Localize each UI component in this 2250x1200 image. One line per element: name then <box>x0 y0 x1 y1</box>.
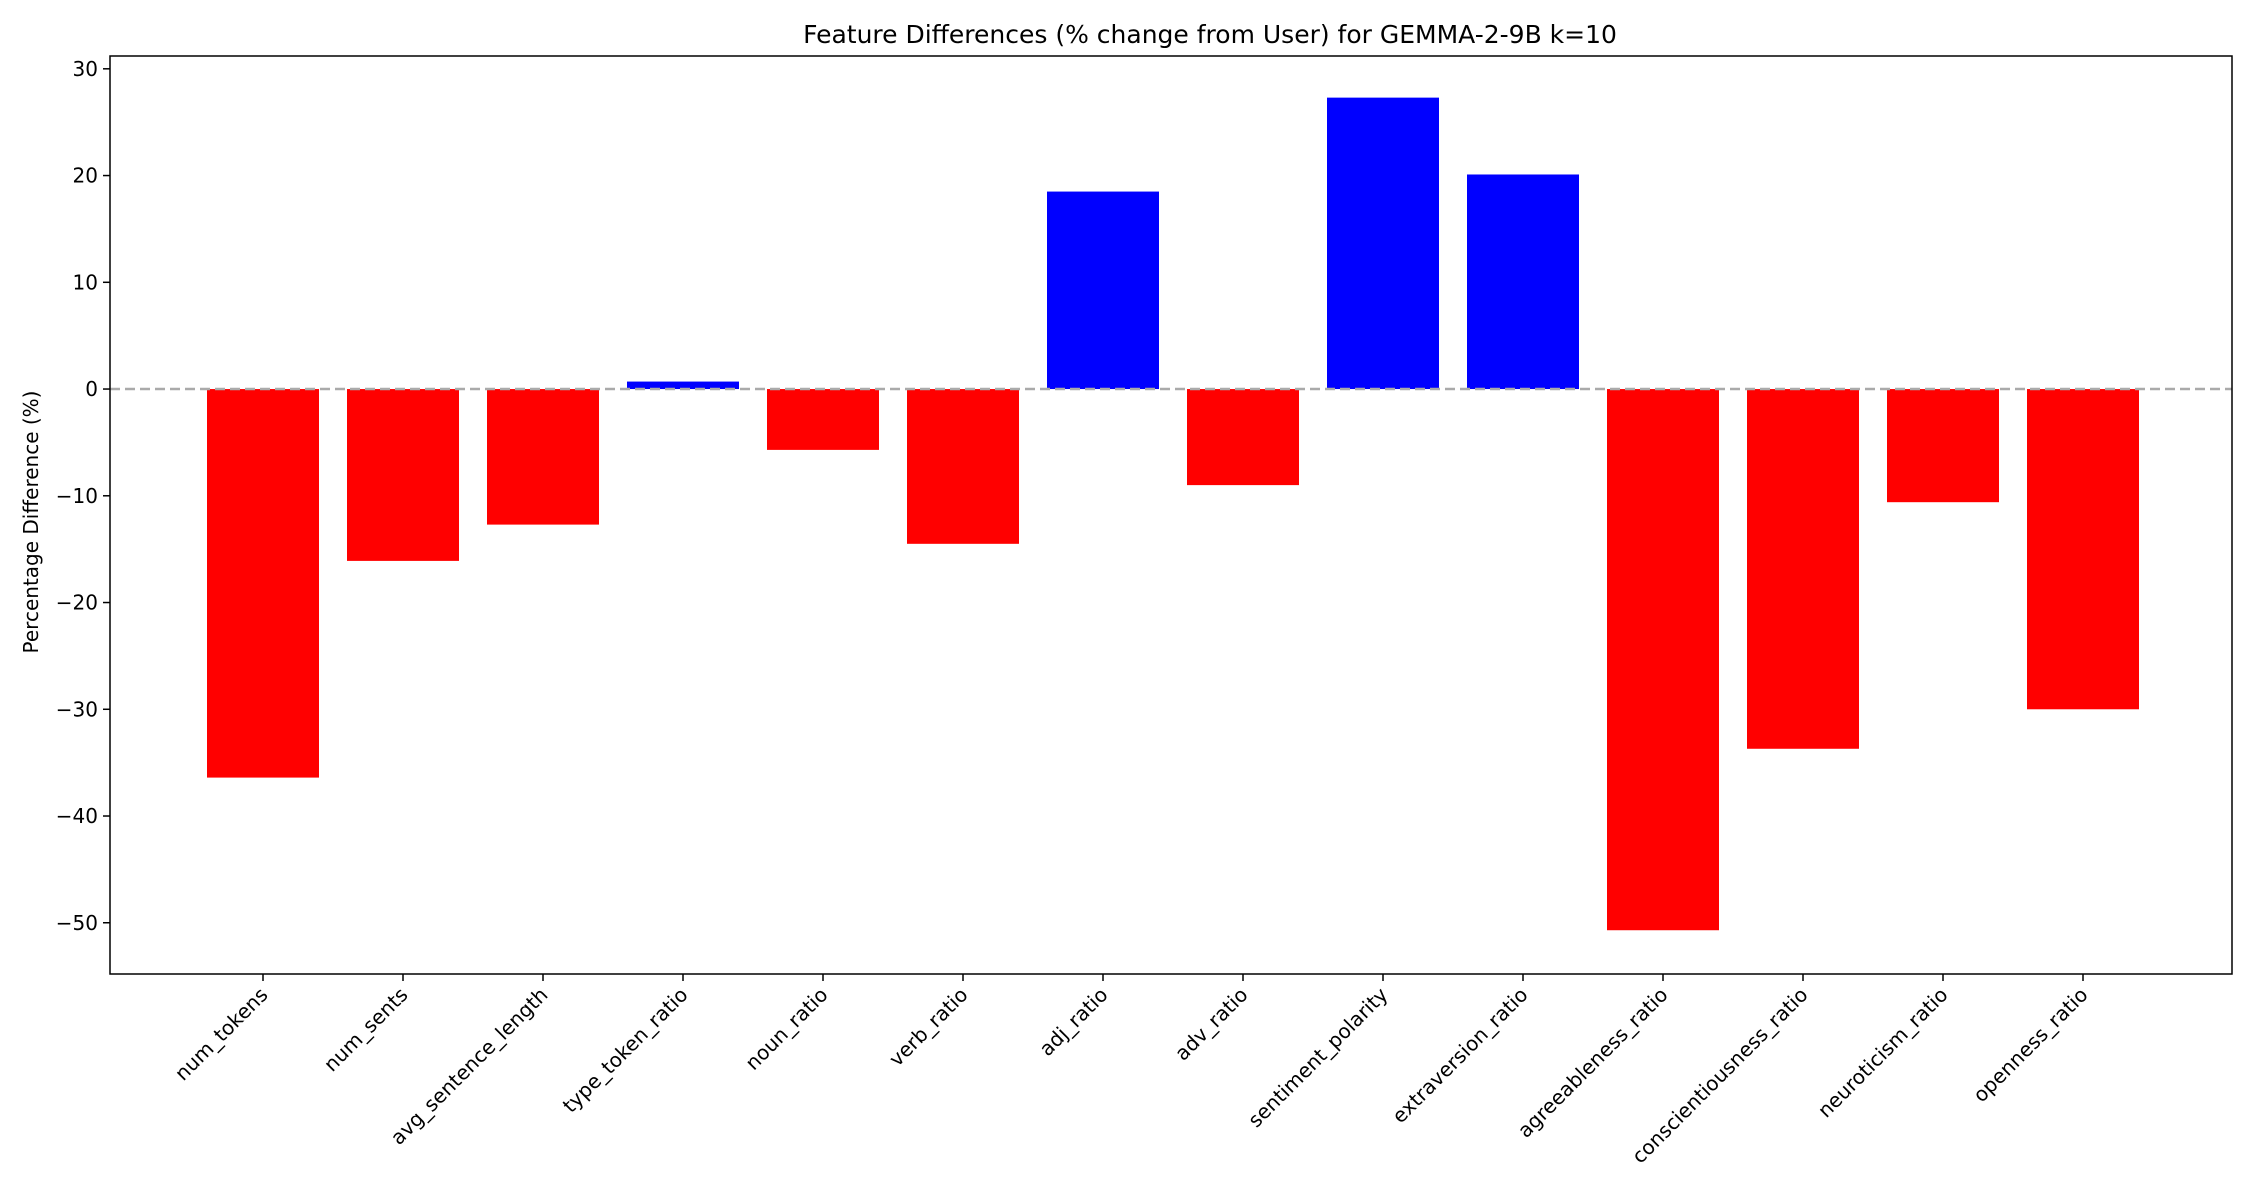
x-tick-label: verb_ratio <box>884 983 973 1072</box>
bar-adv-ratio <box>1187 389 1299 486</box>
x-tick-label: neuroticism_ratio <box>1813 983 1953 1123</box>
x-tick-label: type_token_ratio <box>558 983 693 1118</box>
x-tick-label: noun_ratio <box>740 983 832 1075</box>
y-tick-label: −10 <box>56 484 98 508</box>
y-tick-label: −30 <box>56 697 98 721</box>
bar-adj-ratio <box>1047 191 1159 390</box>
x-tick-label: adj_ratio <box>1034 983 1112 1061</box>
y-tick-label: 0 <box>85 377 98 401</box>
x-tick-label: openness_ratio <box>1968 983 2092 1107</box>
bar-sentiment-polarity <box>1327 97 1439 390</box>
bar-avg-sentence-length <box>487 389 599 525</box>
bar-type-token-ratio <box>627 381 739 390</box>
chart-title: Feature Differences (% change from User)… <box>803 20 1617 49</box>
bar-neuroticism-ratio <box>1887 389 1999 503</box>
plot-area: 30 20 10 0 −10 −20 −30 −40 −50 num_tokens num_sent… <box>56 55 2233 1168</box>
y-axis-label: Percentage Difference (%) <box>19 391 43 654</box>
y-tick-label: −20 <box>56 591 98 615</box>
plot-frame <box>109 55 2233 975</box>
x-tick-label: adv_ratio <box>1170 983 1253 1066</box>
y-tick-label: 30 <box>73 57 98 81</box>
x-tick-label: avg_sentence_length <box>386 983 553 1150</box>
bar-noun-ratio <box>767 389 879 450</box>
y-tick-label: 20 <box>73 164 98 188</box>
x-tick-label: num_tokens <box>170 983 273 1086</box>
x-tick-label: agreeableness_ratio <box>1513 983 1673 1143</box>
bar-openness-ratio <box>2027 389 2139 710</box>
y-tick-label: −50 <box>56 911 98 935</box>
y-tick-label: 10 <box>73 270 98 294</box>
y-tick-label: −40 <box>56 804 98 828</box>
bar-agreeableness-ratio <box>1607 389 1719 931</box>
bar-num-tokens <box>207 389 319 778</box>
bar-num-sents <box>347 389 459 561</box>
x-tick-label: num_sents <box>319 983 413 1077</box>
x-tick-label: sentiment_polarity <box>1243 982 1393 1132</box>
bar-conscientiousness-ratio <box>1747 389 1859 749</box>
bar-verb-ratio <box>907 389 1019 544</box>
bar-extraversion-ratio <box>1467 174 1579 390</box>
x-tick-label: extraversion_ratio <box>1387 983 1532 1128</box>
